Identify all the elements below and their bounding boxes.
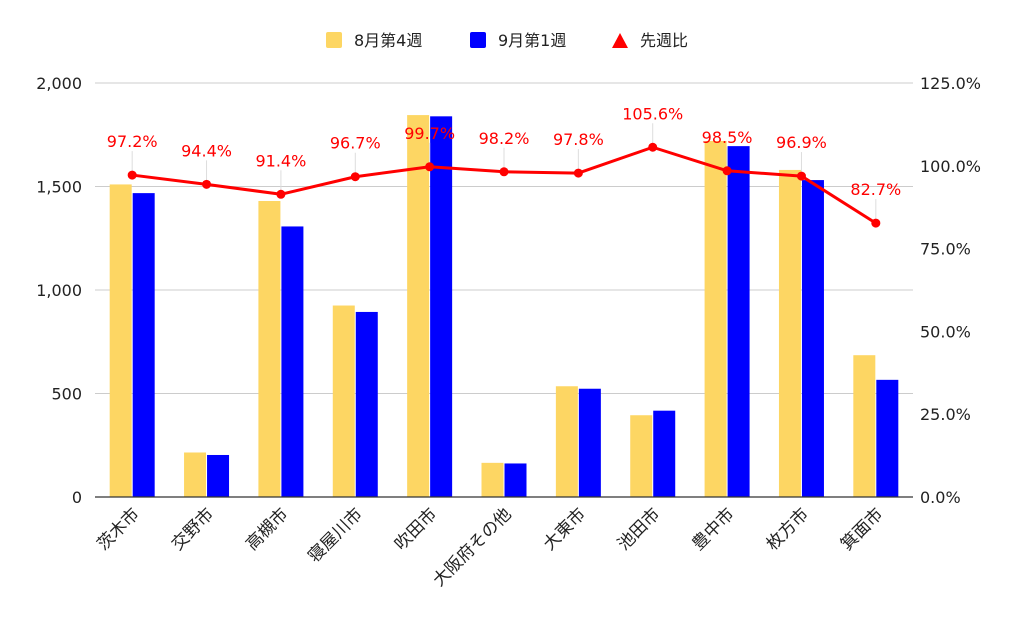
left-axis-tick-label: 500 <box>51 385 82 404</box>
right-axis-tick-label: 0.0% <box>920 488 961 507</box>
bar-sep-w1 <box>355 311 378 497</box>
bar-aug-w4 <box>853 355 876 497</box>
bar-sep-w1 <box>727 146 750 497</box>
bar-aug-w4 <box>184 452 207 497</box>
category-label: 茨木市 <box>94 504 144 554</box>
bar-aug-w4 <box>704 140 727 497</box>
bar-sep-w1 <box>207 454 230 497</box>
right-axis-tick-label: 100.0% <box>920 157 981 176</box>
ratio-data-label: 96.9% <box>776 133 827 152</box>
ratio-point <box>425 162 435 172</box>
bar-sep-w1 <box>653 410 676 497</box>
category-label: 枚方市 <box>763 504 813 554</box>
ratio-data-label: 97.8% <box>553 130 604 149</box>
category-label: 豊中市 <box>688 504 738 554</box>
bar-aug-w4 <box>555 386 578 497</box>
bar-sep-w1 <box>801 180 824 497</box>
bar-aug-w4 <box>630 415 653 497</box>
ratio-point <box>871 218 881 228</box>
right-axis-tick-label: 75.0% <box>920 240 971 259</box>
left-axis-tick-label: 1,500 <box>36 178 82 197</box>
legend-swatch <box>326 32 342 48</box>
category-label: 大東市 <box>540 504 590 554</box>
bar-sep-w1 <box>132 193 155 497</box>
bar-aug-w4 <box>332 305 355 497</box>
category-label: 寝屋川市 <box>304 504 367 567</box>
category-label: 大阪府その他 <box>429 504 515 590</box>
ratio-point <box>722 166 732 176</box>
bar-aug-w4 <box>407 115 430 498</box>
ratio-point <box>127 170 137 180</box>
ratio-data-label: 99.7% <box>404 124 455 143</box>
ratio-data-label: 98.2% <box>479 129 530 148</box>
ratio-data-label: 94.4% <box>181 141 232 160</box>
left-axis-tick-label: 0 <box>72 488 82 507</box>
axes-group: 0 500 1,000 1,500 2,000 0.0% 25.0% 50.0% 75.0% 10… <box>36 74 981 591</box>
legend: 8月第4週 9月第1週 先週比 <box>326 31 688 50</box>
ratio-point <box>350 172 360 182</box>
ratio-data-label: 98.5% <box>702 128 753 147</box>
bar-sep-w1 <box>876 379 899 497</box>
ratio-point <box>796 171 806 181</box>
right-axis-tick-label: 50.0% <box>920 322 971 341</box>
bar-aug-w4 <box>258 200 281 498</box>
ratio-point <box>648 142 658 152</box>
ratio-point <box>202 179 212 189</box>
legend-label: 8月第4週 <box>354 31 422 50</box>
bar-aug-w4 <box>481 462 504 497</box>
legend-swatch <box>470 32 486 48</box>
left-axis-tick-label: 1,000 <box>36 281 82 300</box>
ratio-data-label: 91.4% <box>255 151 306 170</box>
bar-sep-w1 <box>504 463 527 497</box>
ratio-point <box>573 168 583 178</box>
ratio-data-label: 105.6% <box>622 104 683 123</box>
ratio-point <box>276 189 286 199</box>
ratio-data-label: 96.7% <box>330 134 381 153</box>
legend-label: 9月第1週 <box>498 31 566 50</box>
category-label: 交野市 <box>168 504 218 554</box>
bar-aug-w4 <box>778 169 801 497</box>
ratio-data-label: 97.2% <box>107 132 158 151</box>
left-axis-tick-label: 2,000 <box>36 74 82 93</box>
legend-triangle-icon <box>612 33 628 48</box>
right-axis-tick-label: 25.0% <box>920 405 971 424</box>
category-label: 箕面市 <box>837 504 887 554</box>
ratio-point <box>499 167 509 177</box>
bar-sep-w1 <box>281 226 304 498</box>
bar-sep-w1 <box>430 116 453 498</box>
ratio-data-label: 82.7% <box>850 180 901 199</box>
bars-group <box>109 115 899 498</box>
category-label: 高槻市 <box>242 504 292 554</box>
legend-label: 先週比 <box>640 31 688 50</box>
category-label: 吹田市 <box>391 504 441 554</box>
bar-sep-w1 <box>578 388 601 497</box>
right-axis-tick-label: 125.0% <box>920 74 981 93</box>
ratio-line-group: 97.2% 94.4% 91.4% 96.7% 99.7% 98.2% 97.8% 105.6… <box>107 104 901 228</box>
bar-aug-w4 <box>109 184 132 497</box>
category-label: 池田市 <box>614 504 664 554</box>
